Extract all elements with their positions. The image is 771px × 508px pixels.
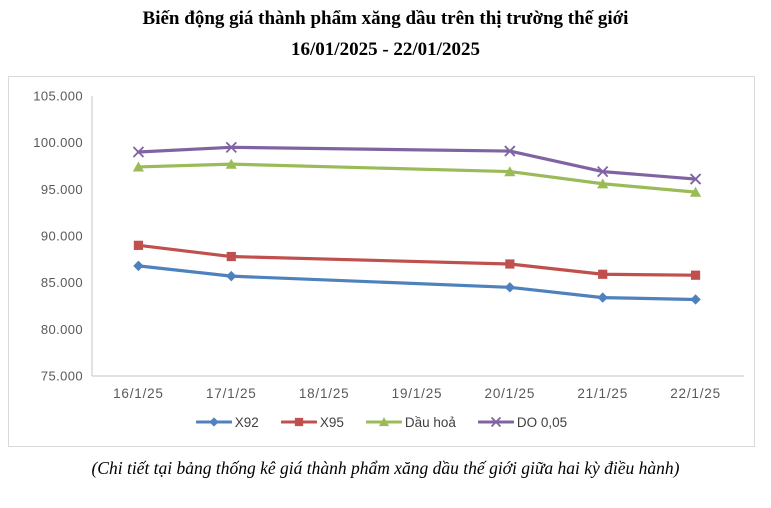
data-point-x: [225, 141, 237, 153]
data-point-diamond: [597, 292, 608, 303]
data-point-square: [226, 251, 236, 262]
series-line-X95: [136, 243, 698, 277]
legend-swatch-triangle-icon: [365, 417, 402, 427]
x-tick-label: 21/1/25: [577, 386, 628, 401]
y-tick-label: 75.000: [41, 369, 83, 384]
data-point-x: [597, 165, 609, 178]
legend-item-X92: X92: [195, 414, 259, 430]
legend-swatch-x-icon: [477, 416, 514, 428]
data-point-diamond: [690, 294, 701, 305]
data-point-triangle: [225, 158, 237, 169]
data-point-triangle: [504, 166, 516, 177]
legend-swatch-square-icon: [280, 417, 317, 427]
y-tick-label: 85.000: [41, 275, 83, 290]
chart-title: Biến động giá thành phẩm xăng dầu trên t…: [0, 0, 771, 66]
data-point-x: [689, 173, 702, 185]
data-point-square: [294, 417, 303, 427]
x-tick-label: 17/1/25: [206, 386, 257, 401]
x-tick-label: 18/1/25: [299, 386, 350, 401]
chart-container: 105.000 100.000 95.000 90.000 85.000 80.000 75…: [8, 76, 755, 447]
x-tick-label: 16/1/25: [113, 386, 164, 401]
line-chart-plot: 105.000 100.000 95.000 90.000 85.000 80.000 75…: [33, 89, 744, 401]
legend-label: X95: [319, 414, 344, 430]
footnote: (Chi tiết tại bảng thống kê giá thành ph…: [91, 458, 680, 478]
y-tick-label: 80.000: [41, 322, 83, 337]
legend-swatch-diamond-icon: [195, 417, 232, 427]
chart-title-line1: Biến động giá thành phẩm xăng dầu trên t…: [142, 8, 629, 29]
chart-legend: X92 X95 Dầu hoả DO 0,05: [195, 411, 568, 433]
legend-item-DO 0,05: DO 0,05: [477, 414, 568, 430]
data-point-triangle: [597, 178, 609, 189]
data-point-x: [504, 145, 516, 157]
legend-item-Dầu hoả: Dầu hoả: [365, 414, 456, 430]
x-tick-label: 20/1/25: [485, 386, 536, 401]
data-point-diamond: [504, 282, 516, 293]
legend-item-X95: X95: [280, 414, 344, 430]
data-point-square: [690, 270, 701, 280]
data-point-x: [490, 416, 502, 428]
y-tick-label: 90.000: [41, 229, 83, 244]
data-point-square: [598, 269, 608, 279]
y-tick-label: 100.000: [33, 135, 83, 150]
data-point-triangle: [689, 186, 702, 197]
x-tick-label: 22/1/25: [670, 386, 721, 401]
data-point-triangle: [378, 417, 389, 427]
y-tick-label: 105.000: [33, 89, 83, 104]
y-tick-label: 95.000: [41, 182, 83, 197]
data-point-diamond: [226, 270, 237, 282]
data-point-diamond: [209, 417, 219, 427]
data-point-triangle: [132, 161, 145, 172]
data-point-x: [132, 146, 145, 158]
series-line-Dầu hoả: [136, 162, 698, 194]
data-point-square: [133, 240, 144, 250]
legend-label: Dầu hoả: [404, 414, 456, 430]
x-tick-label: 19/1/25: [392, 386, 443, 401]
legend-label: X92: [234, 414, 259, 430]
data-point-diamond: [133, 260, 144, 272]
chart-title-line2: 16/01/2025 - 22/01/2025: [291, 39, 480, 60]
data-point-square: [505, 259, 515, 269]
series-line-X92: [136, 264, 698, 302]
legend-label: DO 0,05: [516, 414, 568, 430]
